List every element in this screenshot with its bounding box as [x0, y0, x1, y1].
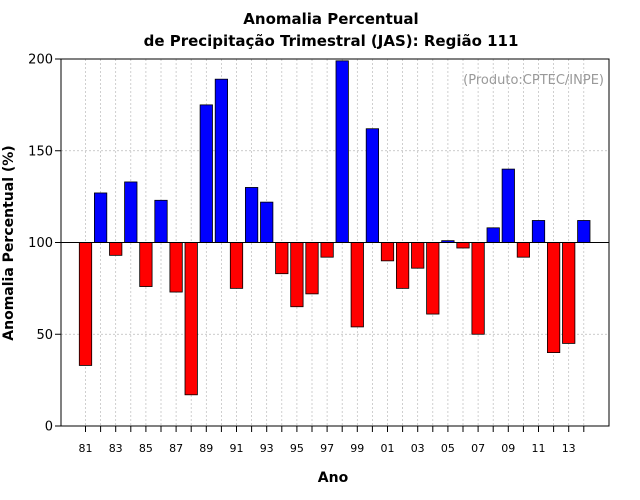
y-tick-label: 100	[28, 236, 53, 251]
x-tick-label: 85	[139, 442, 153, 455]
bar-89	[199, 104, 213, 243]
x-tick-label: 97	[320, 442, 334, 455]
x-tick-label: 93	[260, 442, 274, 455]
bar-13	[562, 242, 576, 344]
bar-91	[229, 242, 244, 289]
x-tick-label: 95	[290, 442, 304, 455]
bar-14	[577, 220, 591, 243]
bar-08	[486, 227, 500, 243]
bar-03	[411, 242, 425, 269]
bar-94	[275, 242, 289, 275]
bar-88	[184, 242, 198, 396]
bar-83	[109, 242, 123, 256]
bar-98	[335, 60, 349, 243]
x-tick-label: 11	[532, 442, 546, 455]
bar-11	[531, 220, 546, 243]
x-tick-label: 07	[471, 442, 485, 455]
x-tick-label: 81	[79, 442, 93, 455]
y-tick-label: 200	[28, 53, 53, 68]
bar-09	[501, 168, 515, 243]
source-annotation: (Produto:CPTEC/INPE)	[463, 73, 604, 88]
y-tick-label: 150	[28, 144, 53, 159]
bar-81	[78, 242, 93, 366]
bar-12	[547, 242, 561, 353]
bar-04	[426, 242, 440, 315]
bar-96	[305, 242, 319, 295]
x-tick-label: 83	[109, 442, 123, 455]
chart-subtitle: de Precipitação Trimestral (JAS): Região…	[144, 32, 519, 50]
bar-86	[154, 199, 168, 243]
x-axis: 81 83 85 87 89 91 93 95 97 99 01 03 05 07 09 11 13	[79, 426, 585, 455]
bar-93	[260, 201, 274, 243]
bar-10	[516, 242, 531, 258]
x-axis-label: Ano	[318, 470, 349, 486]
bar-95	[290, 242, 304, 308]
chart-title: Anomalia Percentual	[243, 10, 418, 28]
x-tick-label: 01	[381, 442, 395, 455]
bar-87	[169, 242, 183, 293]
bar-99	[350, 242, 364, 328]
bar-92	[244, 187, 259, 243]
bar-82	[94, 192, 108, 243]
y-axis-label: Anomalia Percentual (%)	[1, 145, 17, 340]
x-tick-label: 05	[441, 442, 455, 455]
bar-90	[214, 78, 228, 243]
x-tick-label: 09	[501, 442, 515, 455]
bar-01	[380, 242, 395, 262]
x-tick-label: 91	[230, 442, 244, 455]
x-tick-label: 99	[350, 442, 364, 455]
bar-97	[320, 242, 334, 258]
x-tick-label: 89	[199, 442, 213, 455]
bar-07	[471, 242, 485, 335]
bar-84	[124, 181, 138, 243]
bar-06	[456, 242, 470, 249]
y-tick-label: 0	[45, 420, 53, 435]
bars	[78, 60, 591, 396]
x-tick-label: 13	[562, 442, 576, 455]
bar-85	[139, 242, 153, 287]
y-tick-label: 50	[36, 328, 53, 343]
x-tick-label: 87	[169, 442, 183, 455]
x-tick-label: 03	[411, 442, 425, 455]
y-axis: 0 50 100 150 200	[28, 53, 61, 435]
bar-00	[365, 128, 380, 243]
bar-02	[395, 242, 410, 289]
